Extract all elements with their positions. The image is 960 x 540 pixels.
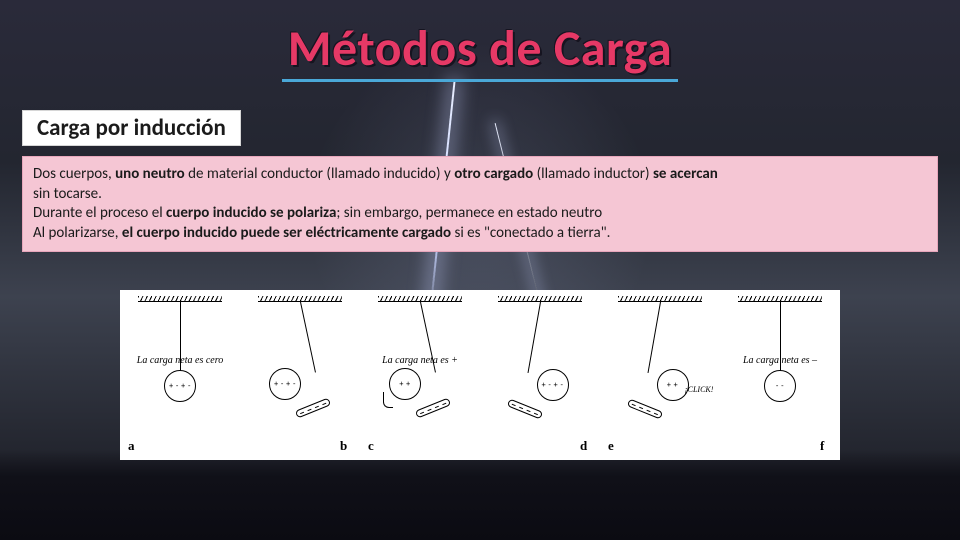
ground-contact (383, 392, 393, 408)
pendulum-string (300, 302, 316, 373)
bold-text: cuerpo inducido se polariza (166, 204, 336, 222)
text: si es "conectado a tierra". (451, 224, 610, 242)
panel-letter: f (820, 438, 824, 454)
description-box: Dos cuerpos, uno neutro de material cond… (22, 156, 938, 252)
diagram-panel-c: + + La carga neta es + c (360, 290, 480, 460)
panel-letter: d (580, 438, 587, 454)
text: Dos cuerpos, (33, 165, 115, 183)
city-silhouette (0, 450, 960, 540)
click-label: ¡CLICK! (685, 385, 714, 394)
panel-letter: c (368, 438, 374, 454)
inductor-rod (626, 398, 662, 419)
panel-letter: a (128, 438, 135, 454)
charged-ball: + - + - (537, 369, 569, 401)
text: ; sin embargo, permanece en estado neutr… (336, 204, 602, 222)
section-subtitle: Carga por inducción (22, 110, 241, 146)
inductor-rod (415, 398, 451, 419)
text: Al polarizarse, (33, 224, 122, 242)
diagram-panels: + - + - La carga neta es cero a + - + - b + +… (120, 290, 840, 460)
charged-ball: - - (764, 370, 796, 402)
bold-text: el cuerpo inducido puede ser eléctricame… (122, 224, 451, 242)
title-container: Métodos de Carga (0, 18, 960, 82)
bold-text: otro cargado (454, 165, 533, 183)
charged-ball: + - + - (164, 370, 196, 402)
diagram-panel-e: + +¡CLICK!e (600, 290, 720, 460)
panel-letter: e (608, 438, 614, 454)
induction-diagram: + - + - La carga neta es cero a + - + - b + +… (120, 290, 840, 460)
bold-text: se acercan (653, 165, 718, 183)
inductor-rod (506, 398, 542, 419)
bold-text: uno neutro (115, 165, 185, 183)
desc-line-4: Al polarizarse, el cuerpo inducido puede… (33, 224, 927, 244)
diagram-panel-b: + - + - b (240, 290, 360, 460)
inductor-rod (295, 398, 331, 419)
diagram-panel-a: + - + - La carga neta es cero a (120, 290, 240, 460)
desc-line-3: Durante el proceso el cuerpo inducido se… (33, 204, 927, 224)
pendulum-string (528, 302, 541, 373)
panel-letter: b (340, 438, 347, 454)
charged-ball: + - + - (269, 368, 301, 400)
desc-line-1: Dos cuerpos, uno neutro de material cond… (33, 165, 927, 185)
charged-ball: + + (389, 368, 421, 400)
pendulum-string (648, 302, 661, 373)
desc-line-2: sin tocarse. (33, 185, 927, 205)
diagram-panel-f: - - La carga neta es – f (720, 290, 840, 460)
panel-caption: La carga neta es + (360, 355, 480, 366)
text: Durante el proceso el (33, 204, 166, 222)
text: sin tocarse. (33, 185, 102, 203)
text: de material conductor (llamado inducido)… (185, 165, 454, 183)
panel-caption: La carga neta es cero (120, 355, 240, 366)
text: (llamado inductor) (533, 165, 653, 183)
slide-title: Métodos de Carga (282, 18, 678, 82)
panel-caption: La carga neta es – (720, 355, 840, 366)
diagram-panel-d: + - + - d (480, 290, 600, 460)
